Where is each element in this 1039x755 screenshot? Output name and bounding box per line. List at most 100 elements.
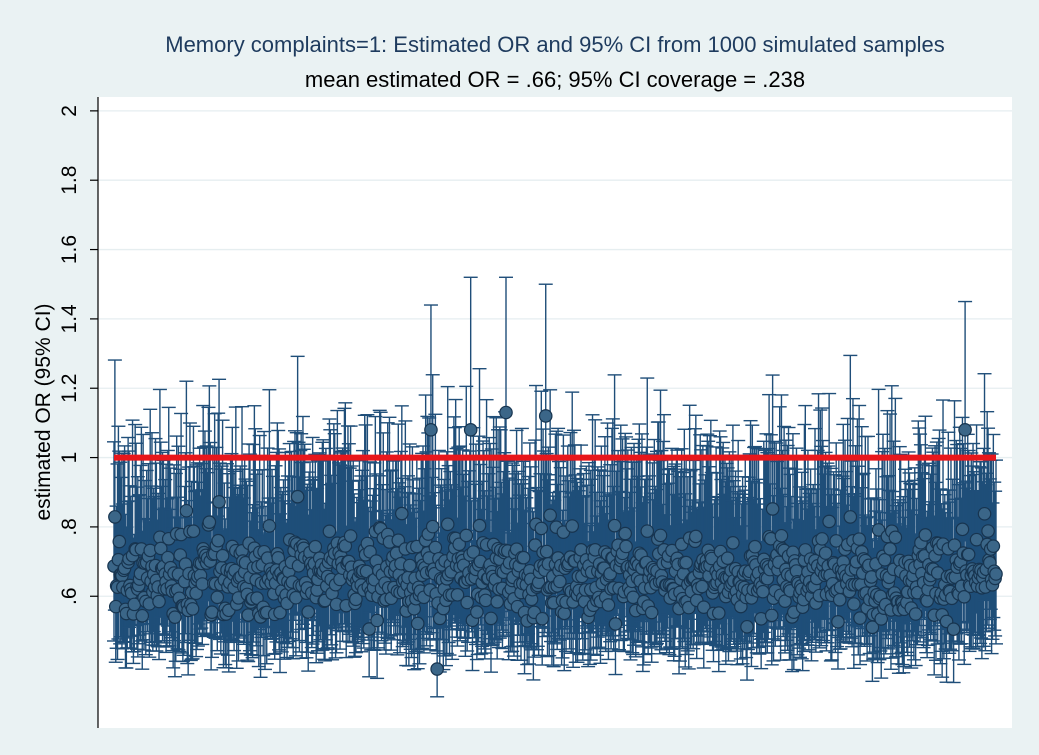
y-tick-label: 1 (58, 452, 81, 464)
chart-subtitle: mean estimated OR = .66; 95% CI coverage… (305, 67, 805, 92)
estimate-point (843, 510, 858, 524)
estimate-point (186, 524, 201, 539)
estimate-point (428, 540, 443, 555)
estimate-point (815, 532, 829, 546)
estimate-point (831, 615, 845, 629)
estimate-point (955, 522, 970, 537)
estimate-point (957, 590, 972, 604)
y-axis-title: estimated OR (95% CI) (32, 303, 55, 520)
estimate-point (322, 524, 337, 539)
estimate-point (720, 551, 735, 565)
estimate-point (450, 588, 465, 602)
estimate-point (135, 608, 150, 623)
estimate-point (689, 529, 703, 544)
estimate-point (883, 542, 897, 556)
estimate-point (490, 594, 504, 609)
estimate-point (271, 551, 286, 565)
estimate-point (553, 574, 567, 589)
estimate-point (557, 606, 572, 621)
estimate-point (847, 597, 861, 611)
estimate-point (168, 610, 182, 624)
y-tick-label: .6 (58, 587, 81, 605)
y-axis-ticks: .6 .8 1 1.2 1.4 1.6 1.8 2 (58, 105, 98, 605)
estimate-point (764, 608, 779, 623)
estimate-point (538, 409, 553, 423)
estimate-point (262, 519, 277, 533)
estimate-point (189, 586, 203, 601)
y-tick-label: 1.2 (58, 374, 81, 403)
estimate-point (273, 605, 287, 620)
estimate-point (402, 558, 417, 573)
estimate-point (608, 617, 623, 631)
estimate-point (460, 595, 474, 610)
estimate-point (947, 538, 962, 552)
estimate-point (946, 622, 961, 636)
estimate-point (424, 423, 438, 437)
estimate-point (440, 517, 455, 532)
estimate-point (195, 577, 210, 591)
estimate-point (410, 616, 425, 631)
estimate-point (250, 591, 264, 605)
estimate-point (958, 423, 972, 437)
estimate-point (499, 405, 513, 420)
estimate-point (112, 534, 127, 549)
estimate-point (425, 519, 440, 534)
estimate-point (601, 598, 616, 612)
estimate-point (565, 519, 580, 533)
estimate-point (877, 552, 892, 567)
estimate-point (466, 545, 481, 559)
estimate-point (370, 613, 384, 628)
estimate-point (726, 535, 740, 550)
estimate-point (185, 602, 200, 616)
estimate-point (152, 594, 166, 609)
estimate-point (539, 544, 554, 559)
estimate-points (107, 405, 1003, 676)
estimate-point (679, 555, 693, 570)
estimate-point (391, 533, 406, 548)
estimate-point (290, 489, 305, 504)
estimate-point (153, 541, 168, 556)
estimate-point (981, 524, 995, 538)
estimate-point (852, 532, 866, 546)
estimate-point (986, 539, 1001, 553)
estimate-point (618, 526, 632, 541)
estimate-point (395, 506, 409, 521)
estimate-point (452, 537, 467, 552)
y-tick-label: 1.8 (58, 166, 81, 195)
estimate-point (343, 529, 358, 543)
estimate-point (543, 508, 557, 523)
estimate-point (888, 530, 903, 545)
estimate-point (774, 528, 789, 543)
estimate-point (472, 518, 487, 533)
estimate-point (696, 600, 711, 614)
y-tick-label: 2 (58, 105, 81, 117)
y-tick-label: .8 (58, 518, 81, 536)
estimate-point (478, 593, 493, 608)
estimate-point (516, 550, 531, 565)
estimate-point (211, 533, 225, 548)
estimate-point (205, 605, 219, 619)
estimate-point (619, 539, 633, 554)
chart-title: Memory complaints=1: Estimated OR and 95… (165, 32, 945, 57)
estimate-point (740, 619, 754, 634)
estimate-point (470, 605, 484, 619)
estimate-point (210, 590, 225, 605)
estimate-point (977, 506, 992, 521)
estimate-point (989, 567, 1003, 581)
y-tick-label: 1.6 (58, 235, 81, 264)
estimate-point (748, 539, 762, 554)
estimate-point (534, 521, 549, 536)
estimate-point (212, 495, 226, 509)
estimate-point (644, 605, 659, 620)
y-tick-label: 1.4 (58, 304, 81, 334)
estimate-point (349, 592, 363, 607)
estimate-point (853, 611, 867, 625)
estimate-point (308, 539, 323, 554)
estimate-point (202, 515, 217, 529)
estimate-point (908, 607, 923, 621)
estimate-point (711, 606, 726, 620)
estimate-point (179, 503, 194, 518)
estimate-point (430, 662, 444, 676)
estimate-point (459, 528, 474, 543)
